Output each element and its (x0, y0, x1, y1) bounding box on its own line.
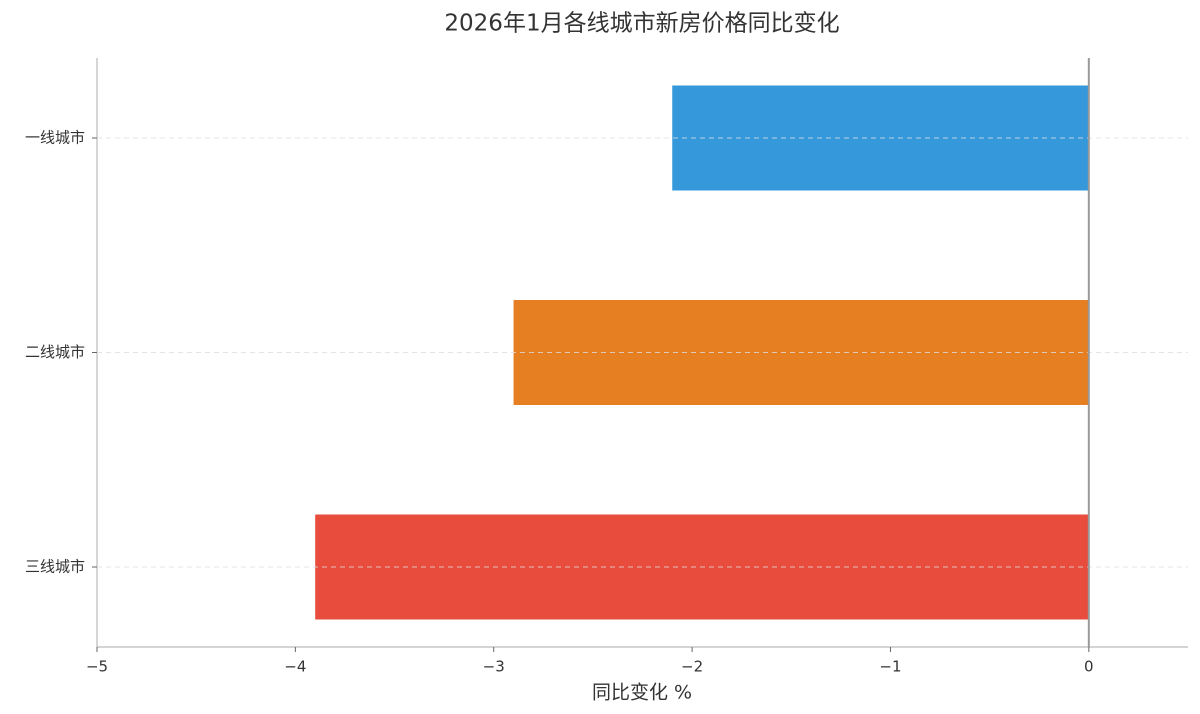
x-tick-label: −1 (879, 658, 901, 676)
y-tick-label: 二线城市 (25, 343, 85, 361)
chart-title: 2026年1月各线城市新房价格同比变化 (444, 11, 839, 37)
x-tick-label: 0 (1084, 658, 1094, 676)
y-tick-label: 一线城市 (25, 129, 85, 147)
x-tick-label: −5 (86, 658, 108, 676)
x-axis-label: 同比变化 % (592, 682, 692, 704)
x-tick-label: −3 (483, 658, 505, 676)
y-tick-label: 三线城市 (25, 558, 85, 576)
x-tick-label: −4 (284, 658, 306, 676)
x-tick-label: −2 (681, 658, 703, 676)
